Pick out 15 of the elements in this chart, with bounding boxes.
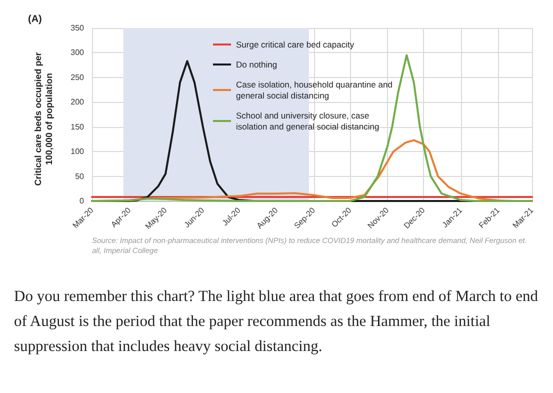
- y-tick-label: 300: [70, 48, 85, 58]
- y-tick-label: 250: [70, 72, 85, 82]
- legend-label: Do nothing: [236, 60, 278, 70]
- y-tick-label: 200: [70, 98, 85, 107]
- y-tick-label: 350: [70, 24, 85, 32]
- y-tick-label: 100: [70, 147, 85, 156]
- legend-label: Surge critical care bed capacity: [236, 40, 355, 50]
- y-tick-label: 0: [80, 196, 85, 206]
- text: (A): [28, 14, 42, 25]
- legend-label: Case isolation, household quarantine and general social distancing: [236, 80, 395, 100]
- text: Do you remember this chart? The light blue area that goes from end of March to end of August is the period that the paper recommends as the Hammer, the initial suppression that includes heavy social distancing.: [14, 287, 539, 357]
- y-axis-title: Critical care beds occupied per 100,000 of population: [33, 51, 55, 188]
- legend-label: School and university closure, case isolation and general social distancing: [236, 110, 380, 132]
- y-tick-label: 50: [75, 172, 85, 181]
- y-tick-label: 150: [70, 122, 85, 132]
